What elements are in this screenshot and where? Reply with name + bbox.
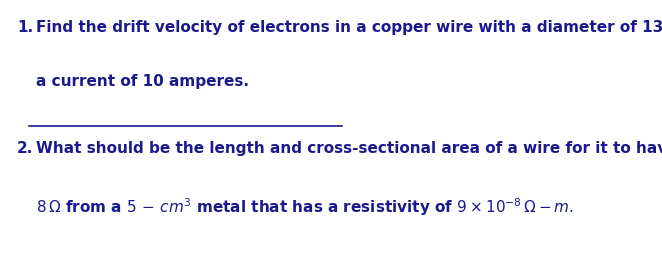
Text: $8\,\Omega$ from a $5\,-\,\mathit{cm}^3$ metal that has a resistivity of $9\time: $8\,\Omega$ from a $5\,-\,\mathit{cm}^3$… [36,196,574,217]
Text: a current of 10 amperes.: a current of 10 amperes. [36,74,249,89]
Text: What should be the length and cross-sectional area of a wire for it to have a re: What should be the length and cross-sect… [36,141,662,156]
Text: Find the drift velocity of electrons in a copper wire with a diameter of 130 mm : Find the drift velocity of electrons in … [36,20,662,35]
Text: 1.: 1. [17,20,33,35]
Text: 2.: 2. [17,141,33,156]
